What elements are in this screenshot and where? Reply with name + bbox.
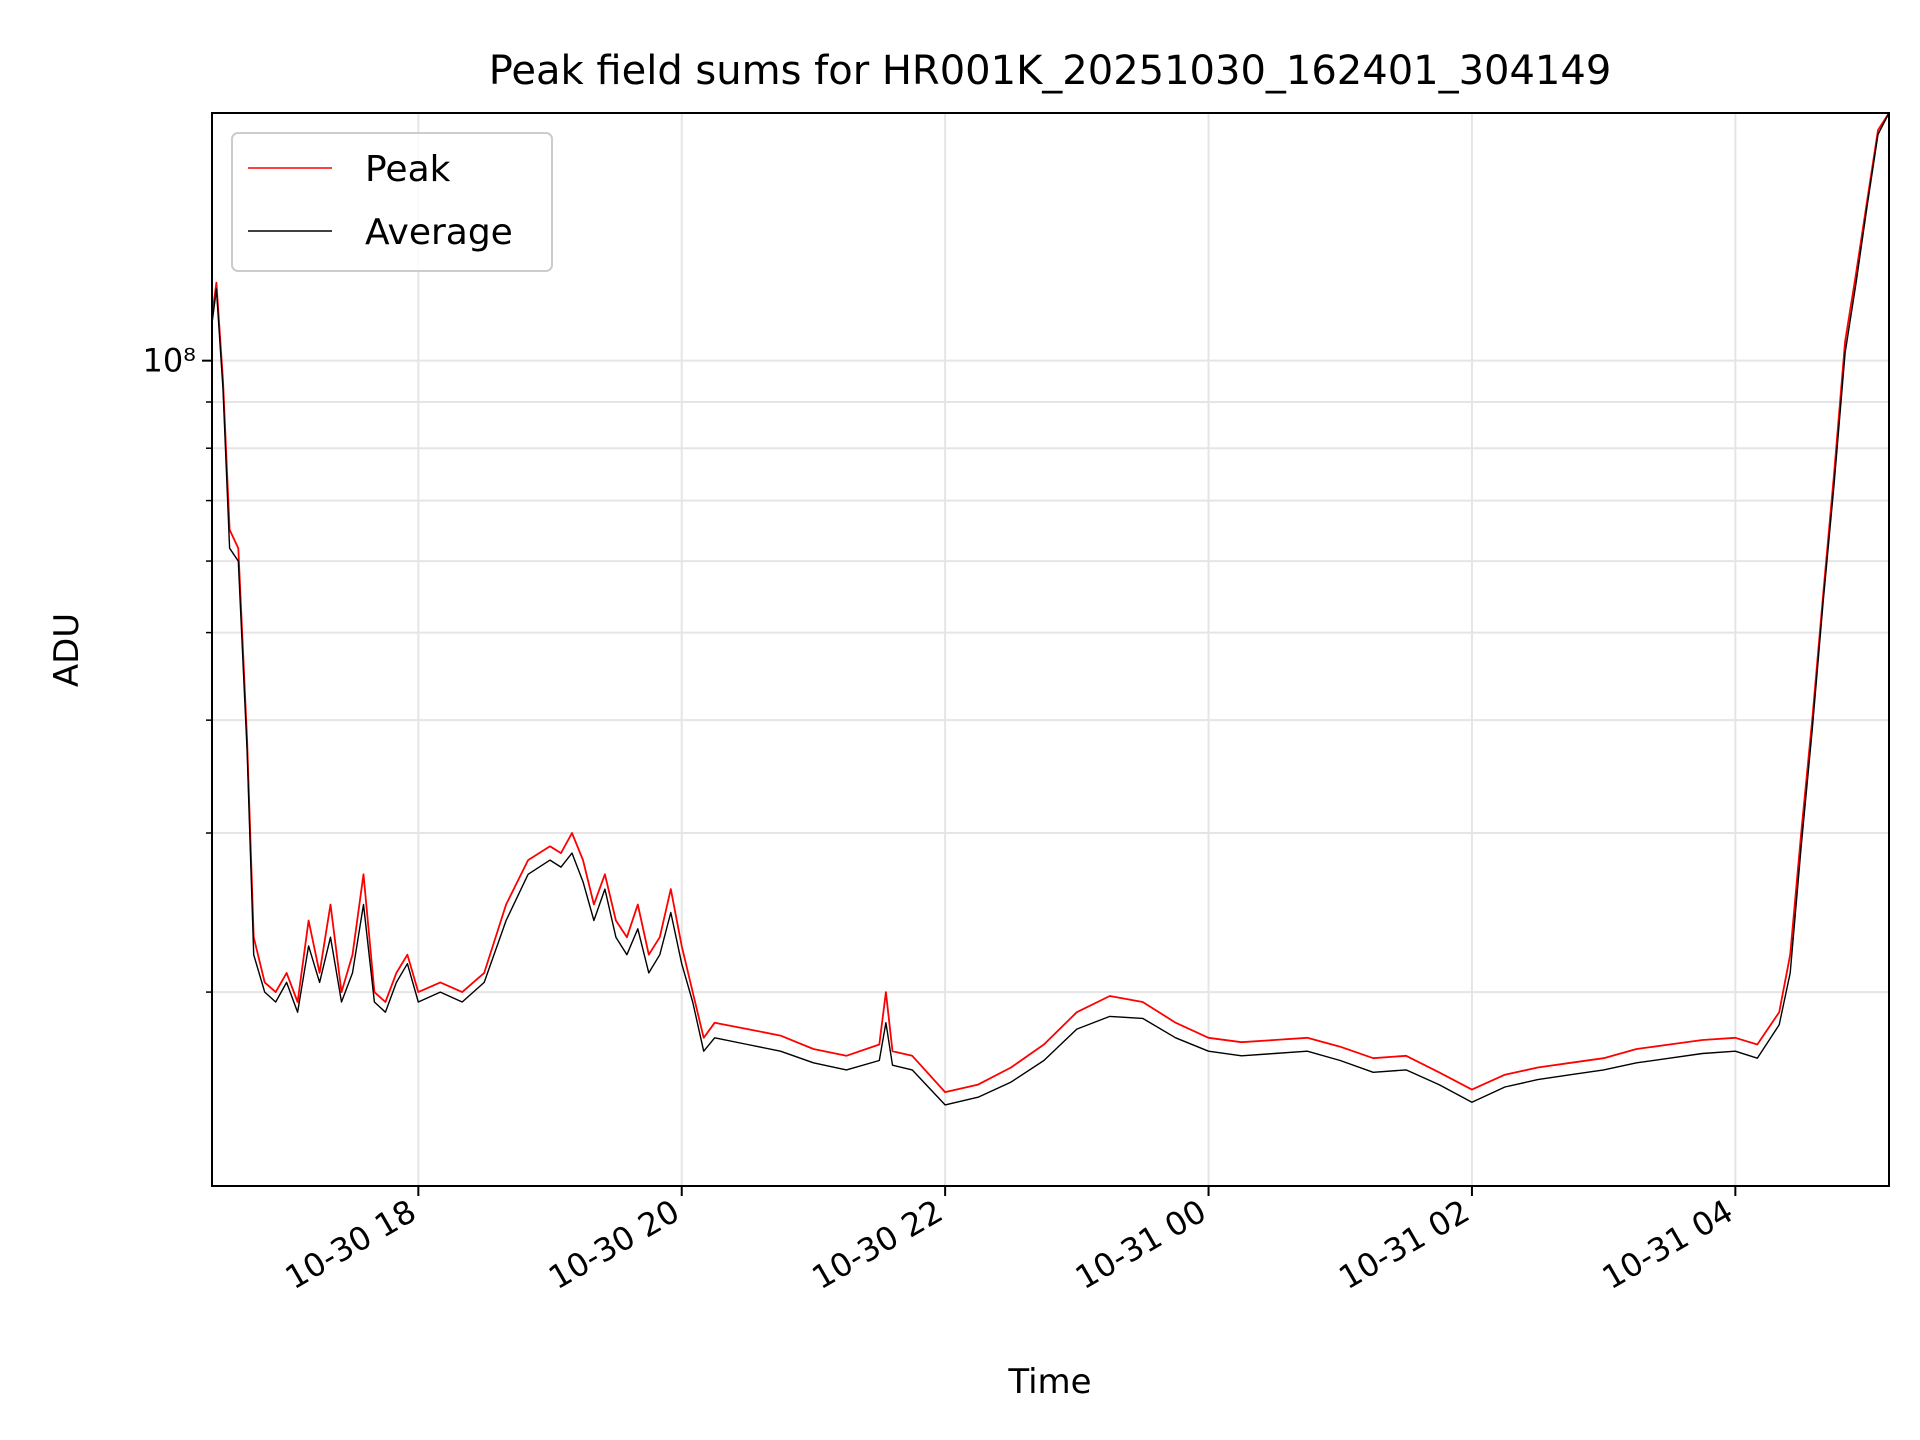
y-axis-label: ADU [47,613,87,687]
legend-label-average: Average [365,212,513,253]
plot-area [212,113,1889,1186]
plot-frame [211,112,1890,1187]
y-tick-label: 10⁸ [142,342,196,380]
series-line-average [211,112,1890,1106]
series-line-peak [211,112,1890,1093]
chart-title: Peak field sums for HR001K_20251030_1624… [489,48,1612,94]
legend: Peak Average [231,132,553,272]
legend-label-peak: Peak [365,149,451,190]
grid [212,113,1889,1186]
x-axis-label: Time [1007,1362,1091,1402]
series-layer [211,112,1890,1106]
